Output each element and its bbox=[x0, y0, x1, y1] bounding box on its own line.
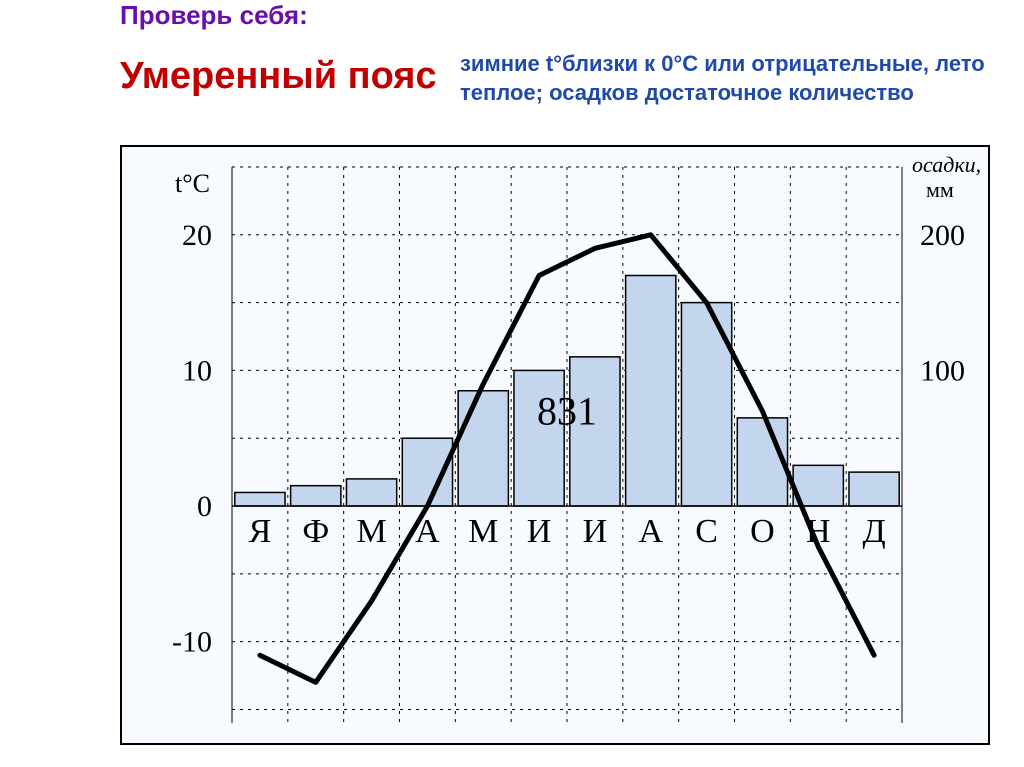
precip-bar bbox=[291, 486, 341, 506]
precip-bar bbox=[626, 275, 676, 506]
month-label: М bbox=[468, 513, 498, 550]
month-label: О bbox=[750, 513, 775, 550]
right-tick-label: 200 bbox=[920, 219, 965, 252]
month-label: Ф bbox=[302, 513, 329, 550]
annual-precip-label: 831 bbox=[537, 389, 597, 434]
precip-bar bbox=[346, 479, 396, 506]
right-tick-label: 100 bbox=[920, 354, 965, 387]
month-label: И bbox=[583, 513, 608, 550]
month-label: А bbox=[638, 513, 663, 550]
climatogram: ЯФМАМИИАСОНД20100-10t°C200100осадки,мм83… bbox=[120, 145, 990, 745]
slide-page: Проверь себя: Умеренный пояс зимние t°бл… bbox=[0, 0, 1024, 767]
slide-description: зимние t°близки к 0°С или отрицательные,… bbox=[460, 50, 990, 107]
precip-bar bbox=[458, 391, 508, 506]
right-axis-unit: мм bbox=[926, 177, 954, 202]
check-yourself-label: Проверь себя: bbox=[120, 0, 308, 31]
left-tick-label: 0 bbox=[197, 490, 212, 523]
left-tick-label: 20 bbox=[182, 219, 212, 252]
precip-bar bbox=[737, 418, 787, 506]
left-tick-label: -10 bbox=[172, 626, 212, 659]
month-label: С bbox=[695, 513, 718, 550]
month-label: Я bbox=[249, 513, 272, 550]
slide-title: Умеренный пояс bbox=[120, 55, 437, 98]
month-label: Д bbox=[862, 513, 885, 550]
precip-bar bbox=[849, 472, 899, 506]
right-axis-label: осадки, bbox=[912, 152, 981, 177]
precip-bar bbox=[235, 492, 285, 506]
month-label: М bbox=[356, 513, 386, 550]
climatogram-svg: ЯФМАМИИАСОНД20100-10t°C200100осадки,мм83… bbox=[122, 147, 988, 743]
left-axis-label: t°C bbox=[175, 169, 210, 198]
month-label: И bbox=[527, 513, 552, 550]
left-tick-label: 10 bbox=[182, 354, 212, 387]
